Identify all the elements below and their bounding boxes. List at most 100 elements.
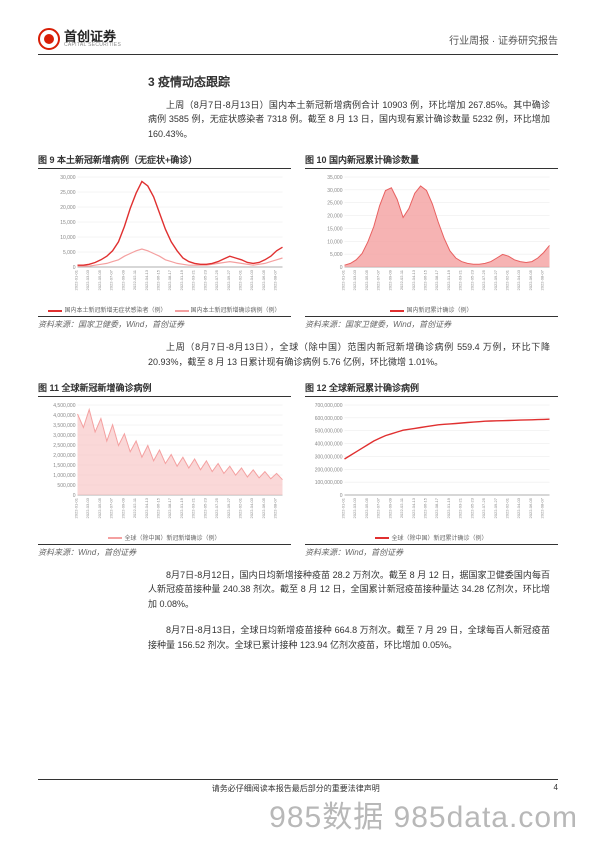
svg-text:2022-04-03: 2022-04-03 [516,497,521,518]
svg-text:2022-02-11: 2022-02-11 [399,269,404,290]
paragraph-1: 上周（8月7日-8月13日）国内本土新冠新增病例合计 10903 例，环比增加 … [148,98,550,141]
svg-text:2022-07-25: 2022-07-25 [214,497,219,518]
svg-text:2022-04-13: 2022-04-13 [411,269,416,290]
svg-text:2022-05-23: 2022-05-23 [202,497,207,518]
svg-text:2022-08-17: 2022-08-17 [167,497,172,518]
svg-text:2022-06-15: 2022-06-15 [423,269,428,290]
paragraph-4: 8月7日-8月13日，全球日均新增疫苗接种 664.8 万剂次。截至 7 月 2… [148,623,550,652]
svg-text:2022-08-07: 2022-08-07 [273,269,278,290]
svg-text:2022-04-13: 2022-04-13 [144,269,149,290]
svg-text:20,000: 20,000 [327,214,343,220]
chart-12: 图 12 全球新冠累计确诊病例 0100,000,000200,000,0003… [305,381,558,558]
svg-text:2022-03-21: 2022-03-21 [191,269,196,290]
svg-text:2,000,000: 2,000,000 [53,453,75,459]
svg-text:2022-07-25: 2022-07-25 [481,497,486,518]
svg-text:2022-09-27: 2022-09-27 [226,269,231,290]
legend-item: 国内本土新冠新增确诊病例（例） [175,305,281,314]
svg-text:5,000: 5,000 [330,252,343,258]
svg-text:700,000,000: 700,000,000 [315,403,343,409]
svg-text:200,000,000: 200,000,000 [315,467,343,473]
chart-9-canvas: 05,00010,00015,00020,00025,00030,0002022… [38,173,291,303]
svg-text:10,000: 10,000 [327,239,343,245]
svg-text:2022-06-15: 2022-06-15 [156,497,161,518]
svg-text:2022-09-27: 2022-09-27 [226,497,231,518]
svg-text:400,000,000: 400,000,000 [315,442,343,448]
svg-text:2022-09-09: 2022-09-09 [387,269,392,290]
section-title: 3 疫情动态跟踪 [148,73,558,90]
svg-text:4,000,000: 4,000,000 [53,413,75,419]
chart-9-legend: 国内本土新冠新增无症状感染者（例） 国内本土新冠新增确诊病例（例） [38,305,291,314]
svg-text:25,000: 25,000 [60,190,76,196]
svg-text:500,000: 500,000 [57,483,75,489]
legend-item: 全球（除中国）新冠新增确诊（例） [108,533,220,542]
svg-text:10,000: 10,000 [60,235,76,241]
chart-11-source: 资料来源：Wind，首创证券 [38,544,291,558]
svg-text:2022-04-03: 2022-04-03 [249,497,254,518]
svg-text:15,000: 15,000 [327,227,343,233]
chart-11: 图 11 全球新冠新增确诊病例 0500,0001,000,0001,500,0… [38,381,291,558]
svg-text:300,000,000: 300,000,000 [315,454,343,460]
svg-text:2022-06-05: 2022-06-05 [261,269,266,290]
svg-text:2022-04-03: 2022-04-03 [249,269,254,290]
svg-text:2022-09-09: 2022-09-09 [387,497,392,518]
svg-text:30,000: 30,000 [60,175,76,181]
svg-text:2022-07-07: 2022-07-07 [376,497,381,518]
chart-12-source: 资料来源：Wind，首创证券 [305,544,558,558]
svg-text:100,000,000: 100,000,000 [315,480,343,486]
chart-11-legend: 全球（除中国）新冠新增确诊（例） [38,533,291,542]
svg-text:1,000,000: 1,000,000 [53,473,75,479]
svg-text:2022-01-01: 2022-01-01 [341,497,346,518]
svg-text:2022-08-17: 2022-08-17 [434,269,439,290]
logo-icon [38,28,60,50]
svg-text:2022-08-17: 2022-08-17 [434,497,439,518]
svg-text:2,500,000: 2,500,000 [53,443,75,449]
svg-text:2022-02-01: 2022-02-01 [505,269,510,290]
chart-12-legend: 全球（除中国）新冠累计确诊（例） [305,533,558,542]
svg-text:2022-04-13: 2022-04-13 [144,497,149,518]
chart-10-canvas: 05,00010,00015,00020,00025,00030,00035,0… [305,173,558,303]
svg-text:2022-01-19: 2022-01-19 [179,497,184,518]
svg-text:2022-02-01: 2022-02-01 [505,497,510,518]
svg-text:2022-06-05: 2022-06-05 [528,269,533,290]
chart-10-title: 图 10 国内新冠累计确诊数量 [305,153,558,169]
svg-text:1,500,000: 1,500,000 [53,463,75,469]
svg-text:2022-02-11: 2022-02-11 [132,269,137,290]
legend-item: 全球（除中国）新冠累计确诊（例） [375,533,487,542]
svg-text:2022-07-25: 2022-07-25 [481,269,486,290]
chart-10-legend: 国内新冠累计确诊（例） [305,305,558,314]
svg-text:2022-08-07: 2022-08-07 [273,497,278,518]
svg-text:2022-05-05: 2022-05-05 [97,269,102,290]
svg-text:2022-06-05: 2022-06-05 [528,497,533,518]
svg-text:2022-05-05: 2022-05-05 [97,497,102,518]
svg-text:2022-01-19: 2022-01-19 [446,269,451,290]
legend-item: 国内本土新冠新增无症状感染者（例） [48,305,166,314]
svg-text:2022-06-15: 2022-06-15 [156,269,161,290]
svg-text:4,500,000: 4,500,000 [53,403,75,409]
legend-item: 国内新冠累计确诊（例） [390,305,472,314]
svg-text:2022-05-23: 2022-05-23 [469,269,474,290]
logo-en: CAPITAL SECURITIES [64,43,121,48]
svg-text:2022-08-17: 2022-08-17 [167,269,172,290]
svg-text:2022-09-27: 2022-09-27 [493,497,498,518]
svg-text:2022-09-27: 2022-09-27 [493,269,498,290]
svg-text:3,000,000: 3,000,000 [53,433,75,439]
svg-text:2022-01-19: 2022-01-19 [446,497,451,518]
svg-text:2022-09-09: 2022-09-09 [120,497,125,518]
chart-9-title: 图 9 本土新冠新增病例（无症状+确诊） [38,153,291,169]
svg-text:2022-03-21: 2022-03-21 [458,497,463,518]
svg-text:2022-05-23: 2022-05-23 [469,497,474,518]
svg-text:2022-07-07: 2022-07-07 [376,269,381,290]
svg-text:15,000: 15,000 [60,220,76,226]
svg-text:2022-09-09: 2022-09-09 [120,269,125,290]
chart-10-source: 资料来源：国家卫健委，Wind，首创证券 [305,316,558,330]
svg-text:2022-04-13: 2022-04-13 [411,497,416,518]
header-subtitle: 行业周报 · 证券研究报告 [449,32,558,47]
svg-text:2022-03-03: 2022-03-03 [85,269,90,290]
svg-text:20,000: 20,000 [60,205,76,211]
svg-text:35,000: 35,000 [327,175,343,181]
svg-text:2022-05-05: 2022-05-05 [364,497,369,518]
paragraph-3: 8月7日-8月12日，国内日均新增接种疫苗 28.2 万剂次。截至 8 月 12… [148,568,550,611]
svg-text:2022-07-07: 2022-07-07 [109,497,114,518]
svg-text:2022-05-05: 2022-05-05 [364,269,369,290]
svg-text:2022-06-15: 2022-06-15 [423,497,428,518]
